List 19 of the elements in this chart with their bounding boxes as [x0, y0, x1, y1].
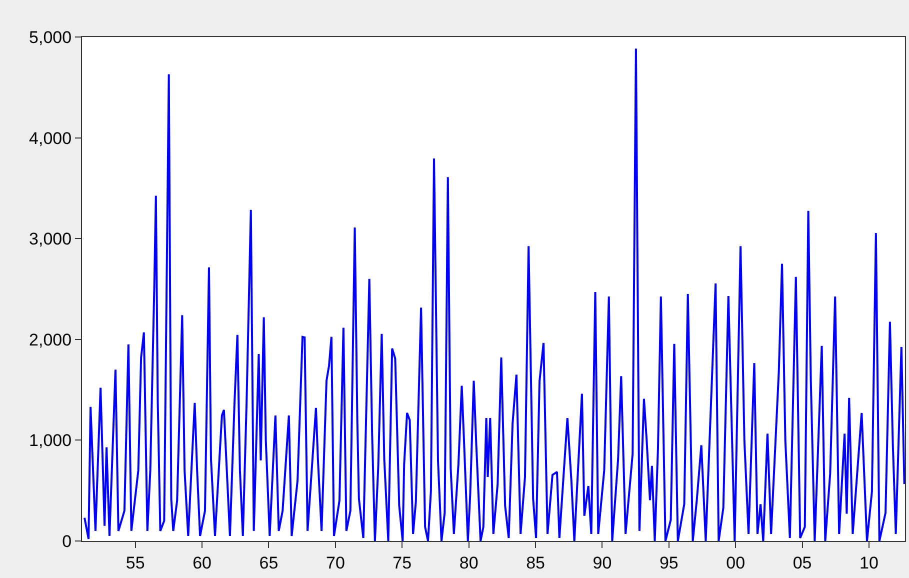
x-tick-label: 70 — [326, 553, 345, 572]
x-tick-label: 80 — [459, 553, 478, 572]
x-tick-label: 55 — [126, 553, 145, 572]
y-tick-label: 0 — [62, 532, 72, 551]
y-tick-label: 5,000 — [29, 28, 72, 47]
x-tick-label: 10 — [860, 553, 878, 572]
y-tick-label: 1,000 — [29, 431, 72, 450]
x-tick-label: 65 — [259, 553, 278, 572]
x-tick-label: 75 — [392, 553, 412, 572]
x-tick-label: 85 — [526, 553, 545, 572]
x-tick-label: 60 — [192, 553, 212, 572]
x-tick-label: 95 — [659, 553, 678, 572]
y-tick-label: 4,000 — [29, 128, 72, 148]
y-tick-label: 3,000 — [29, 230, 72, 249]
x-tick-label: 00 — [726, 553, 746, 572]
x-tick-label: 05 — [792, 553, 812, 572]
y-tick-label: 2,000 — [29, 330, 72, 350]
x-tick-label: 90 — [592, 553, 612, 572]
line-series — [84, 48, 905, 541]
